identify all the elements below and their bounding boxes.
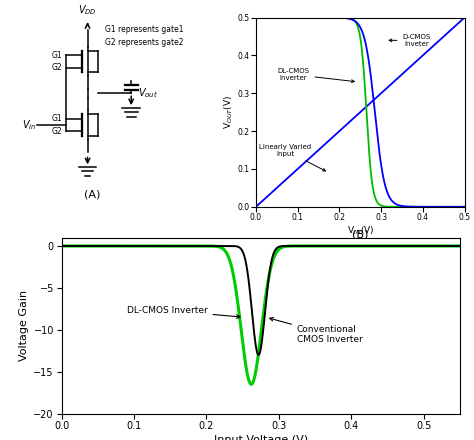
Text: (A): (A): [84, 190, 100, 200]
Text: G1: G1: [52, 114, 63, 123]
Text: $V_{in}$: $V_{in}$: [21, 118, 36, 132]
Text: Conventional
CMOS Inverter: Conventional CMOS Inverter: [270, 318, 363, 345]
Text: G2 represents gate2: G2 represents gate2: [105, 38, 183, 47]
Text: D-CMOS
Inveter: D-CMOS Inveter: [389, 34, 431, 47]
Text: G2: G2: [52, 63, 63, 73]
X-axis label: Input Voltage (V): Input Voltage (V): [214, 436, 308, 440]
Text: DL-CMOS Inverter: DL-CMOS Inverter: [127, 306, 240, 319]
Text: Linearly Varied
Input: Linearly Varied Input: [259, 144, 326, 171]
Y-axis label: Voltage Gain: Voltage Gain: [19, 290, 29, 361]
Y-axis label: V$_{OUT}$(V): V$_{OUT}$(V): [222, 95, 235, 129]
X-axis label: V$_{IN}$(V): V$_{IN}$(V): [346, 225, 374, 237]
Text: $V_{DD}$: $V_{DD}$: [78, 4, 97, 17]
Text: DL-CMOS
Inverter: DL-CMOS Inverter: [277, 68, 354, 83]
Text: G1 represents gate1: G1 represents gate1: [105, 26, 183, 34]
Text: G1: G1: [52, 51, 63, 60]
Text: G2: G2: [52, 127, 63, 136]
Text: $V_{out}$: $V_{out}$: [138, 86, 158, 100]
Text: (B): (B): [352, 230, 368, 239]
